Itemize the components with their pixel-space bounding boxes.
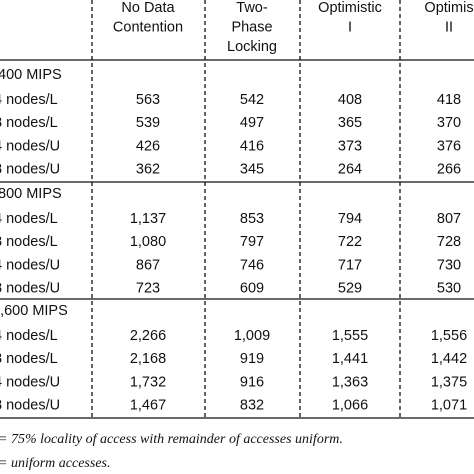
table-cell: 529 [338,281,362,297]
table-cell: 264 [338,162,362,178]
table-cell: 539 [136,115,160,131]
column-header: Contention [113,19,183,35]
table-cell: 746 [240,257,264,273]
table-cell: 1,375 [431,374,467,390]
table-cell: 797 [240,234,264,250]
table-cell: 1,442 [431,351,467,367]
table-cell: 1,467 [130,398,166,414]
column-header: Optimistic [318,0,382,16]
table-cell: 530 [437,281,461,297]
table-cell: 1,441 [332,351,368,367]
column-header: I [348,19,352,35]
table-cell: 416 [240,138,264,154]
row-label: 8 nodes/L [0,234,58,250]
row-label: 8 nodes/L [0,351,58,367]
table-cell: 365 [338,115,362,131]
table-cell: 362 [136,162,160,178]
column-header: Optimis [424,0,473,16]
row-label: 4 nodes/U [0,374,60,390]
row-label: 4 nodes/U [0,138,60,154]
table-cell: 426 [136,138,160,154]
table-cell: 1,556 [431,328,467,344]
table-cell: 418 [437,92,461,108]
row-label: 8 nodes/L [0,115,58,131]
table-cell: 408 [338,92,362,108]
row-label: 8 nodes/U [0,281,60,297]
row-label: 4 nodes/L [0,211,58,227]
table-cell: 722 [338,234,362,250]
table-cell: 266 [437,162,461,178]
table-cell: 728 [437,234,461,250]
table-cell: 1,071 [431,398,467,414]
row-label: 8 nodes/U [0,162,60,178]
column-header: Locking [227,39,277,55]
table-cell: 794 [338,211,362,227]
table-cell: 345 [240,162,264,178]
table-cell: 1,555 [332,328,368,344]
table-cell: 1,066 [332,398,368,414]
table-cell: 497 [240,115,264,131]
section-title: 800 MIPS [0,186,62,202]
row-label: 4 nodes/U [0,257,60,273]
table-cell: 853 [240,211,264,227]
table-cell: 1,363 [332,374,368,390]
table-cell: 1,080 [130,234,166,250]
column-header: Two- [236,0,268,16]
footnote: = 75% locality of access with remainder … [0,432,343,447]
table-cell: 919 [240,351,264,367]
table-cell: 717 [338,257,362,273]
column-header: Phase [231,19,272,35]
column-header: No Data [121,0,175,16]
table-cell: 2,168 [130,351,166,367]
table-cell: 609 [240,281,264,297]
column-header: II [445,19,453,35]
table-cell: 916 [240,374,264,390]
table-cell: 373 [338,138,362,154]
footnote: = uniform accesses. [0,456,111,471]
table-cell: 1,137 [130,211,166,227]
row-label: 8 nodes/U [0,398,60,414]
table-cell: 730 [437,257,461,273]
table-cell: 542 [240,92,264,108]
table-cell: 832 [240,398,264,414]
table-cell: 563 [136,92,160,108]
table-cell: 2,266 [130,328,166,344]
row-label: 4 nodes/L [0,92,58,108]
section-title: 1,600 MIPS [0,303,68,319]
table-cell: 1,732 [130,374,166,390]
row-label: 4 nodes/L [0,328,58,344]
table-cell: 370 [437,115,461,131]
section-title: 400 MIPS [0,67,62,83]
table-cell: 376 [437,138,461,154]
table-cell: 867 [136,257,160,273]
table-cell: 723 [136,281,160,297]
table-cell: 1,009 [234,328,270,344]
table-cell: 807 [437,211,461,227]
